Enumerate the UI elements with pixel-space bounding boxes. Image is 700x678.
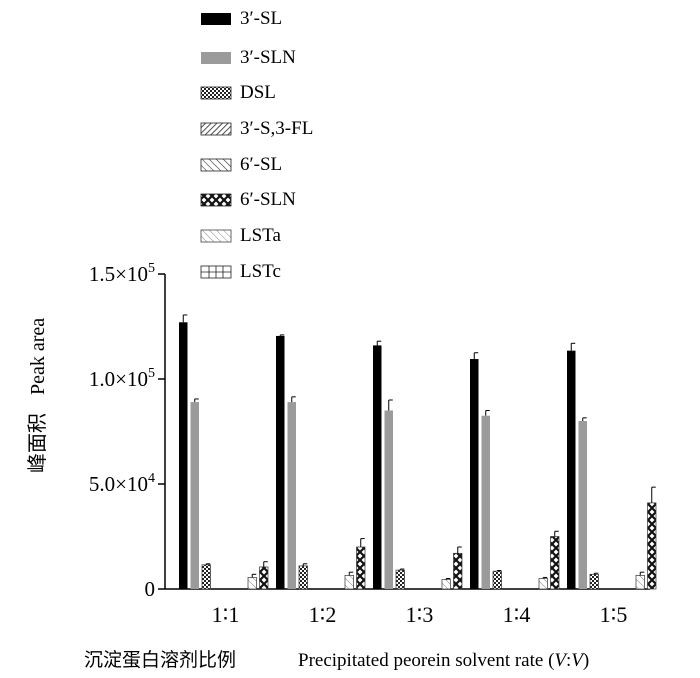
bar-dsl-1	[298, 565, 308, 590]
legend: 3′-SL 3′-SLN DSL 3′-S,3-FL 6′-SL 6′-SLN …	[200, 8, 313, 282]
y-tick-label-3: 1.5×105	[89, 261, 155, 286]
bar-lsta-1	[344, 574, 354, 590]
x-axis-unit-v2: V	[571, 650, 585, 671]
legend-swatch-6sl	[200, 158, 232, 172]
bar-lsta-0	[247, 577, 257, 590]
y-axis-title: 峰面积 Peak area	[25, 318, 49, 473]
legend-swatch-3sl	[201, 13, 231, 25]
x-axis-unit-open-paren: (	[543, 650, 554, 671]
bar-lstc-0	[259, 566, 269, 590]
y-tick-label-2: 1.0×105	[89, 366, 155, 391]
legend-label-3sln: 3′-SLN	[240, 47, 296, 68]
bar-dsl-4	[589, 573, 599, 590]
legend-item-lsta: LSTa	[200, 225, 281, 246]
legend-item-3s3fl: 3′-S,3-FL	[200, 118, 313, 139]
bar-lsta-3	[538, 578, 548, 590]
legend-item-dsl: DSL	[200, 82, 276, 103]
bar-lsta-4	[635, 574, 645, 590]
legend-label-6sl: 6′-SL	[240, 154, 282, 175]
y-tick-label-1: 5.0×104	[89, 471, 155, 496]
legend-item-6sl: 6′-SL	[200, 154, 282, 175]
bar-3-sl-1	[276, 335, 285, 589]
legend-swatch-dsl	[200, 86, 232, 100]
y-axis: 0 5.0×104 1.0×105 1.5×105	[89, 261, 166, 601]
x-axis-title-en: Precipitated peorein solvent rate	[298, 650, 543, 671]
x-axis-title: 沉淀蛋白溶剂比例 Precipitated peorein solvent ra…	[84, 649, 589, 671]
bar-3-sl-4	[567, 350, 576, 589]
bar-3-sl-0	[179, 322, 188, 589]
legend-item-3sl: 3′-SL	[201, 8, 282, 29]
x-tick-label-3: 1∶4	[503, 602, 531, 627]
legend-swatch-lstc	[200, 265, 232, 279]
bar-dsl-3	[492, 570, 502, 590]
legend-label-3sl: 3′-SL	[240, 8, 282, 29]
y-axis-title-cn: 峰面积	[25, 413, 49, 473]
legend-swatch-3s3fl	[200, 122, 232, 136]
bar-3-sln-1	[287, 402, 296, 589]
x-tick-label-4: 1∶5	[600, 602, 628, 627]
legend-label-lstc: LSTc	[240, 261, 281, 282]
legend-swatch-3sln	[201, 52, 231, 64]
legend-label-dsl: DSL	[240, 82, 276, 103]
x-axis-unit-v1: V	[554, 650, 568, 671]
legend-label-3s3fl: 3′-S,3-FL	[240, 118, 313, 139]
bar-lstc-4	[647, 502, 657, 590]
x-axis-unit-colon: :	[566, 650, 571, 671]
x-axis-title-en-line: Precipitated peorein solvent rate (V:V)	[298, 650, 589, 671]
bar-3-sln-0	[190, 402, 199, 589]
bar-dsl-0	[201, 564, 211, 590]
legend-swatch-lsta	[200, 229, 232, 243]
bar-lstc-2	[453, 552, 463, 590]
legend-item-lstc: LSTc	[200, 261, 281, 282]
bar-3-sln-2	[384, 410, 393, 589]
x-axis: 1∶1 1∶2 1∶3 1∶4 1∶5	[165, 588, 650, 627]
legend-item-6sln: 6′-SLN	[200, 189, 296, 210]
x-tick-label-1: 1∶2	[309, 602, 337, 627]
y-axis-title-en: Peak area	[27, 318, 49, 395]
legend-swatch-6sln	[200, 193, 232, 207]
x-axis-unit-close-paren: )	[583, 650, 589, 671]
bar-lstc-1	[356, 546, 366, 590]
bar-lstc-3	[550, 536, 560, 590]
bar-lsta-2	[441, 579, 451, 590]
y-tick-label-0: 0	[145, 577, 156, 601]
legend-item-3sln: 3′-SLN	[201, 47, 296, 68]
x-tick-label-2: 1∶3	[406, 602, 434, 627]
bar-dsl-2	[395, 569, 405, 590]
bars	[179, 314, 657, 590]
bar-3-sl-3	[470, 359, 479, 589]
legend-label-lsta: LSTa	[240, 225, 281, 246]
bar-3-sl-2	[373, 345, 382, 589]
x-axis-title-cn: 沉淀蛋白溶剂比例	[84, 649, 236, 671]
legend-label-6sln: 6′-SLN	[240, 189, 296, 210]
x-tick-label-0: 1∶1	[212, 602, 240, 627]
bar-3-sln-4	[578, 421, 587, 589]
bar-3-sln-3	[481, 415, 490, 589]
